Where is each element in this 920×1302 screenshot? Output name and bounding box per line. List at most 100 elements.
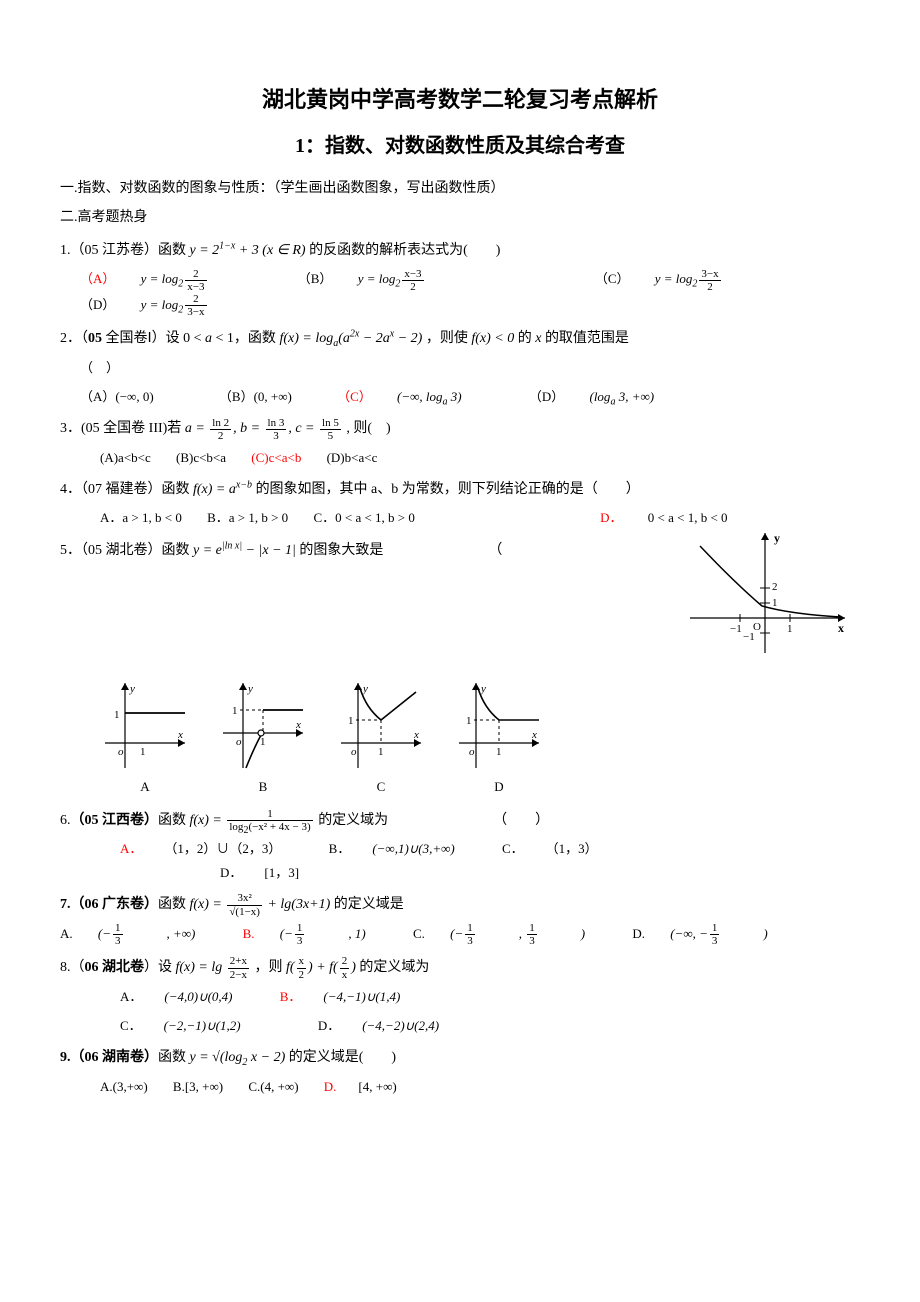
svg-text:1: 1 [114,709,120,721]
svg-text:1: 1 [496,746,502,758]
q3-B: (B)c<b<a [176,446,226,469]
q1-C-label: （C） [595,267,630,290]
q5-charts: 1 o 1 x y A 1 o 1 x y B [100,678,860,798]
q3-A: (A)a<b<c [100,446,151,469]
q3-C: (C)c<a<b [251,446,301,469]
q4-stem-pre: 4．（07 福建卷）函数 [60,482,193,497]
q2-options: （A）(−∞, 0) （B）(0, +∞) （C） (−∞, loga 3) （… [80,385,860,408]
svg-text:1: 1 [260,736,266,748]
question-6: 6.（05 江西卷）函数 f(x) = 1log2(−x² + 4x − 3) … [60,808,860,833]
q2-B: （B）(0, +∞) [219,385,292,408]
svg-text:1: 1 [232,705,238,717]
q3-stem-post: , 则( ) [346,421,390,436]
q6-options: A．（1，2）∪（2，3） B．(−∞,1)∪(3,+∞) C．（1，3） D．… [120,837,860,884]
q5-formula: y = e|ln x| − |x − 1| [193,543,296,558]
question-3: 3．(05 全国卷 III)若 a = ln 22, b = ln 33, c … [60,416,860,441]
question-8: 8.（06 湖北卷）设 f(x) = lg 2+x2−x ，则 f(x2) + … [60,955,860,980]
q2-C-label: （C） [337,385,372,408]
q7-C: (−13, 13) [450,922,585,948]
q8-B-label: B． [280,985,302,1008]
q9-D-label: D. [324,1075,337,1098]
q8-C: (−2,−1)∪(1,2) [164,1014,241,1037]
q4-A: A．a > 1, b < 0 [100,506,182,529]
svg-text:−1: −1 [730,623,742,635]
q6-A-label: A． [120,837,142,860]
q9-options: A.(3,+∞) B.[3, +∞) C.(4, +∞) D.[4, +∞) [100,1075,860,1098]
q8-B: (−4,−1)∪(1,4) [323,985,400,1008]
svg-text:x: x [295,719,301,731]
q9-B: B.[3, +∞) [173,1075,223,1098]
q8-stem-mid: ，则 [254,960,286,975]
q2-cond: f(x) < 0 [471,331,514,346]
question-2: 2．（05 全国卷Ⅰ）设 0 < a < 1，函数 f(x) = loga(a2… [60,326,860,351]
q9-C: C.(4, +∞) [248,1075,298,1098]
q2-C: (−∞, loga 3) [397,385,462,408]
q3-stem-pre: 3．(05 全国卷 III)若 [60,421,185,436]
q7-D: (−∞, −13) [670,922,768,948]
sub-title: 1：指数、对数函数性质及其综合考查 [60,128,860,164]
q2-D: (loga 3, +∞) [589,385,654,408]
svg-text:y: y [362,683,368,695]
chart-B-label: B [218,775,308,798]
q8-stem-post: 的定义域为 [359,960,429,975]
svg-text:x: x [531,729,537,741]
q6-D: [1，3] [264,861,299,884]
q8-D-label: D． [318,1014,340,1037]
q6-stem-post: 的定义域为 （ ） [318,813,549,828]
svg-text:o: o [351,746,357,758]
question-9: 9.（06 湖南卷）函数 y = √(log2 x − 2) 的定义域是( ) [60,1045,860,1070]
q8-options-2: C．(−2,−1)∪(1,2) D．(−4,−2)∪(2,4) [120,1014,860,1037]
q2-formula: f(x) = loga(a2x − 2ax − 2) [279,331,422,346]
svg-text:1: 1 [140,746,146,758]
q4-formula: f(x) = ax−b [193,482,252,497]
q1-B-label: （B） [298,267,333,290]
q1-A-label: （A） [80,267,115,290]
q3-formula: a = ln 22, b = ln 33, c = ln 55 [185,421,347,436]
q2-A: （A）(−∞, 0) [80,385,154,408]
svg-text:1: 1 [772,597,778,609]
svg-text:1: 1 [348,715,354,727]
svg-text:o: o [118,746,124,758]
q6-D-label: D． [220,861,242,884]
svg-text:o: o [469,746,475,758]
q7-A: (−13, +∞) [98,922,195,948]
q7-D-label: D. [632,922,645,945]
q7-B-label: B. [243,922,255,945]
svg-text:y: y [247,683,253,695]
q5-stem-pre: 5．（05 湖北卷）函数 [60,543,193,558]
q1-B: y = log2x−32 [358,267,468,293]
q6-C-label: C． [502,837,524,860]
chart-B: 1 o 1 x y B [218,678,308,798]
q8-stem-pre: 8.（06 湖北卷）设 [60,960,176,975]
q2-blank: （ ） [80,356,860,379]
q4-C: C．0 < a < 1, b > 0 [313,506,414,529]
q7-C-label: C. [413,922,425,945]
q1-A: y = log22x−3 [141,267,251,293]
question-7: 7.（06 广东卷）函数 f(x) = 3x²√(1−x) + lg(3x+1)… [60,892,860,917]
svg-text:2: 2 [772,581,778,593]
q6-formula: f(x) = 1log2(−x² + 4x − 3) [190,813,319,828]
q1-stem-pre: 1.（05 江苏卷）函数 [60,243,190,258]
q4-inset-graph: x y 2 1 −1 O 1 −1 [680,528,850,658]
main-title: 湖北黄岗中学高考数学二轮复习考点解析 [60,80,860,120]
q1-stem-post: 的反函数的解析表达式为( ) [309,243,500,258]
q1-D: y = log223−x [141,293,251,319]
q7-A-label: A. [60,922,73,945]
svg-text:x: x [838,621,844,635]
q2-stem-mid: ，则使 [426,331,472,346]
question-4: 4．（07 福建卷）函数 f(x) = ax−b 的图象如图，其中 a、b 为常… [60,477,860,502]
q6-C: （1，3） [546,837,598,860]
q7-stem-post: 的定义域是 [334,897,404,912]
q2-stem-post: 的 x 的取值范围是 [518,331,629,346]
q8-expr: f(x2) + f(2x) [286,960,359,975]
q1-C: y = log23−x2 [655,267,765,293]
q4-D: 0 < a < 1, b < 0 [648,506,728,529]
q2-D-label: （D） [529,385,564,408]
svg-text:−1: −1 [743,631,755,643]
svg-text:1: 1 [378,746,384,758]
q7-stem-pre: 7.（06 广东卷） [60,897,158,912]
svg-text:1: 1 [787,623,793,635]
q9-stem-post: 的定义域是( ) [289,1050,396,1065]
q4-D-label: D． [600,506,622,529]
svg-text:y: y [774,531,780,545]
